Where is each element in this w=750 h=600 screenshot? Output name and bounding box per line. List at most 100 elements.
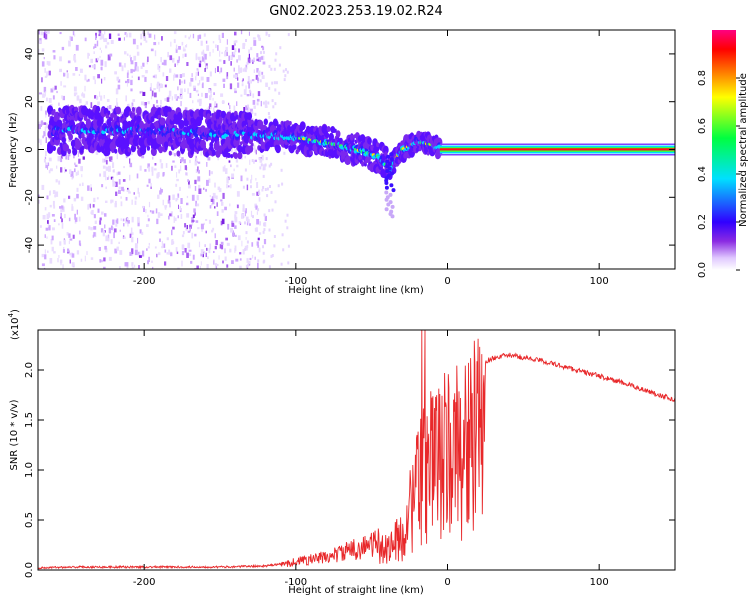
noise-cell: [177, 215, 179, 219]
noise-cell: [44, 156, 47, 160]
noise-cell: [119, 266, 121, 269]
noise-cell: [229, 248, 232, 253]
noise-cell: [44, 31, 47, 34]
band-cell: [367, 137, 372, 145]
noise-cell: [158, 86, 161, 92]
noise-cell: [189, 224, 192, 229]
noise-cell: [164, 98, 167, 102]
snr-panel: -200 -100 0 100 0.0 0.5 1.0 1.5 2.0 Height of st…: [7, 309, 676, 596]
noise-cell: [202, 251, 204, 258]
noise-cell: [255, 178, 257, 181]
band-cell: [127, 147, 131, 153]
noise-cell: [138, 192, 140, 198]
noise-cell: [226, 183, 228, 189]
noise-cell: [158, 231, 162, 234]
noise-cell: [245, 64, 248, 70]
noise-cell: [187, 242, 191, 249]
noise-cell: [78, 158, 81, 164]
noise-cell: [206, 77, 210, 82]
noise-cell: [213, 251, 215, 253]
noise-cell: [242, 208, 245, 212]
noise-cell: [153, 168, 157, 171]
noise-cell: [235, 234, 237, 237]
noise-cell: [187, 179, 189, 182]
colorbar-label: Normalized spectral amplitude: [738, 73, 749, 227]
noise-cell: [234, 90, 237, 94]
noise-cell: [250, 179, 252, 184]
noise-cell: [51, 235, 54, 241]
noise-cell: [198, 184, 201, 189]
noise-cell: [125, 197, 128, 201]
noise-cell: [105, 156, 108, 161]
noise-cell: [257, 245, 260, 248]
noise-cell: [58, 117, 61, 120]
noise-cell: [72, 73, 76, 76]
noise-cell: [45, 150, 47, 157]
noise-cell: [219, 39, 222, 43]
noise-cell: [130, 57, 132, 62]
tail-cell: [388, 192, 393, 197]
noise-cell: [38, 121, 41, 126]
noise-cell: [139, 91, 142, 94]
noise-cell: [116, 102, 119, 109]
noise-cell: [264, 188, 267, 191]
noise-cell: [38, 138, 40, 143]
noise-cell: [45, 122, 49, 129]
noise-cell: [102, 230, 105, 237]
noise-cell: [84, 85, 86, 92]
noise-cell: [124, 32, 127, 35]
noise-cell: [65, 154, 67, 160]
noise-cell: [210, 171, 213, 175]
noise-cell: [58, 255, 60, 258]
noise-cell: [152, 266, 154, 269]
noise-cell: [200, 149, 202, 156]
noise-cell: [70, 36, 73, 41]
noise-cell: [107, 105, 109, 111]
noise-cell: [218, 34, 221, 41]
noise-cell: [218, 188, 222, 193]
noise-cell: [191, 221, 193, 226]
band-cell: [97, 115, 104, 126]
noise-cell: [132, 38, 136, 45]
noise-cell: [257, 237, 260, 241]
noise-cell: [92, 76, 96, 80]
noise-cell: [169, 68, 172, 73]
band-cell: [211, 149, 216, 156]
noise-cell: [160, 57, 162, 63]
noise-cell: [58, 180, 61, 185]
noise-cell: [93, 197, 96, 203]
snr-scale-exponent: 4: [7, 312, 15, 317]
noise-cell: [40, 31, 43, 36]
noise-cell: [68, 217, 71, 222]
noise-cell: [67, 154, 71, 157]
noise-cell: [74, 162, 76, 166]
noise-cell: [49, 190, 51, 196]
noise-cell: [232, 230, 234, 237]
noise-cell: [44, 126, 47, 133]
noise-cell: [234, 148, 237, 154]
noise-cell: [72, 172, 74, 178]
band-cell: [61, 136, 66, 144]
noise-cell: [246, 258, 249, 263]
noise-cell: [197, 71, 199, 76]
noise-cell: [260, 51, 262, 55]
noise-cell: [101, 211, 104, 215]
noise-cell: [250, 210, 253, 217]
noise-cell: [250, 47, 253, 51]
noise-cell: [89, 203, 91, 209]
noise-cell: [245, 105, 249, 111]
noise-cell: [242, 68, 244, 72]
noise-cell: [118, 179, 121, 185]
noise-cell: [88, 226, 91, 230]
noise-cell: [180, 80, 184, 84]
noise-cell: [177, 86, 179, 91]
noise-cell: [184, 223, 187, 228]
noise-cell: [221, 120, 224, 123]
noise-cell: [130, 232, 134, 236]
noise-cell: [177, 267, 180, 269]
noise-cell: [156, 105, 159, 109]
noise-cell: [104, 224, 106, 229]
noise-cell: [74, 33, 76, 37]
noise-cell: [278, 63, 281, 67]
noise-cell: [137, 187, 139, 194]
